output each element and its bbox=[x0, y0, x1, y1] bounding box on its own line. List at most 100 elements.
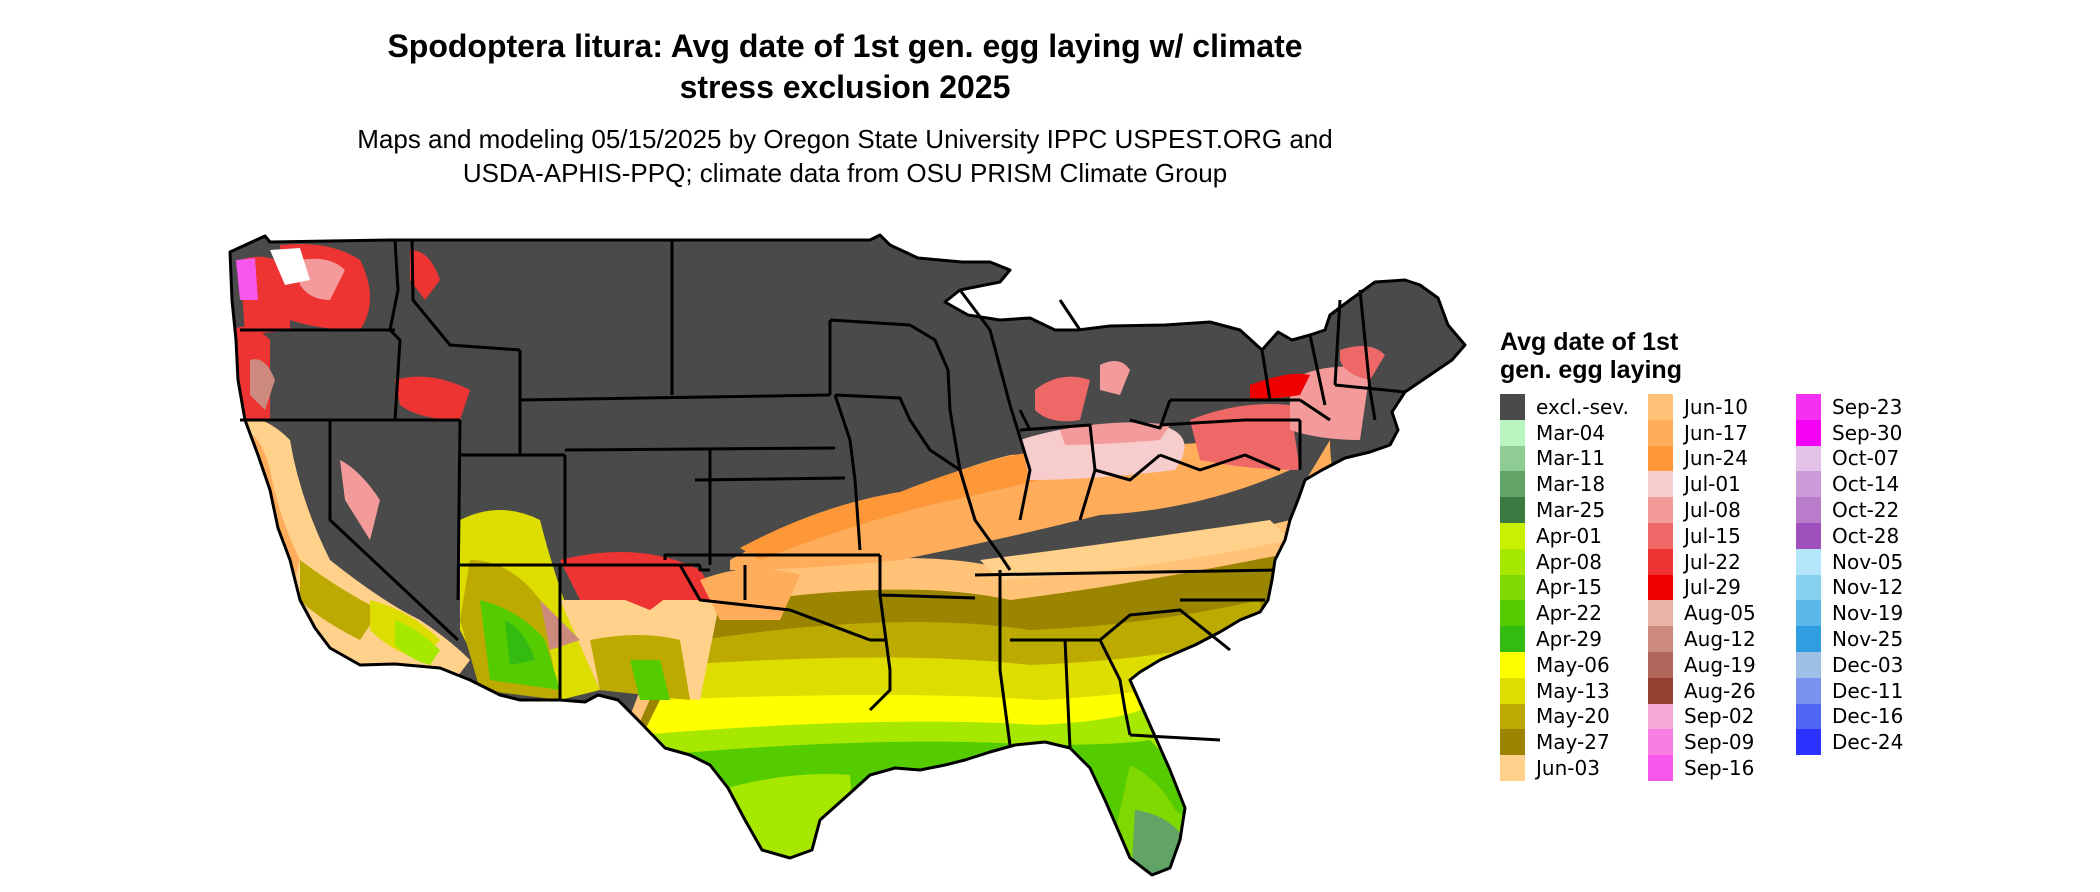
legend-label: Sep-16 bbox=[1684, 756, 1755, 781]
legend-label: Jul-29 bbox=[1684, 575, 1741, 600]
legend-label: Dec-24 bbox=[1832, 730, 1904, 755]
legend-item: Jun-10 bbox=[1648, 394, 1796, 420]
map-title-line-2: stress exclusion 2025 bbox=[679, 69, 1011, 105]
legend-label: Nov-25 bbox=[1832, 627, 1904, 652]
legend-columns: excl.-sev. Mar-04 Mar-11 Mar-18 Mar-25 Apr-01… bbox=[1500, 394, 1944, 781]
legend-label: Oct-07 bbox=[1832, 446, 1900, 471]
legend-swatch bbox=[1796, 522, 1821, 549]
map-subtitle: Maps and modeling 05/15/2025 by Oregon S… bbox=[300, 122, 1390, 190]
legend-label: Sep-02 bbox=[1684, 704, 1755, 729]
legend-label: Jul-22 bbox=[1684, 549, 1741, 574]
legend-swatch bbox=[1500, 445, 1525, 472]
legend-item: Oct-14 bbox=[1796, 471, 1944, 498]
legend-label: Jun-24 bbox=[1684, 446, 1748, 471]
legend-item: Sep-23 bbox=[1796, 394, 1944, 420]
legend-item: Aug-05 bbox=[1648, 600, 1796, 627]
legend-swatch bbox=[1648, 522, 1673, 549]
legend-item: Nov-25 bbox=[1796, 626, 1944, 652]
legend-label: Jul-08 bbox=[1684, 498, 1741, 523]
legend-label: Jun-03 bbox=[1536, 756, 1600, 781]
map-subtitle-line-1: Maps and modeling 05/15/2025 by Oregon S… bbox=[357, 124, 1333, 154]
legend-item: Apr-08 bbox=[1500, 548, 1648, 575]
legend-swatch bbox=[1648, 445, 1673, 472]
legend-swatch bbox=[1796, 574, 1821, 601]
legend-swatch bbox=[1648, 419, 1673, 446]
legend-label: Jun-10 bbox=[1684, 394, 1748, 419]
legend-label: May-06 bbox=[1536, 652, 1610, 677]
legend-swatch bbox=[1500, 703, 1525, 730]
legend-item: Aug-19 bbox=[1648, 651, 1796, 678]
legend-swatch bbox=[1648, 548, 1673, 575]
legend-item: Oct-28 bbox=[1796, 522, 1944, 549]
legend-swatch bbox=[1648, 703, 1673, 730]
legend-label: Oct-14 bbox=[1832, 472, 1900, 497]
legend-label: Dec-16 bbox=[1832, 704, 1904, 729]
legend-label: Apr-22 bbox=[1536, 601, 1602, 626]
legend-swatch bbox=[1648, 394, 1673, 420]
legend-item: Sep-09 bbox=[1648, 729, 1796, 756]
legend-label: Aug-26 bbox=[1684, 678, 1756, 703]
legend-item: Jun-03 bbox=[1500, 755, 1648, 781]
legend-item: Jun-24 bbox=[1648, 445, 1796, 472]
legend-label: Sep-30 bbox=[1832, 420, 1903, 445]
legend: Avg date of 1st gen. egg laying excl.-se… bbox=[1500, 328, 1944, 781]
legend-swatch bbox=[1796, 419, 1821, 446]
map-subtitle-line-2: USDA-APHIS-PPQ; climate data from OSU PR… bbox=[462, 158, 1228, 188]
legend-column: Sep-23 Sep-30 Oct-07 Oct-14 Oct-22 Oct-28 Nov-… bbox=[1796, 394, 1944, 781]
legend-label: Dec-11 bbox=[1832, 678, 1904, 703]
legend-item: Nov-12 bbox=[1796, 574, 1944, 601]
legend-item: May-27 bbox=[1500, 729, 1648, 756]
legend-swatch bbox=[1500, 729, 1525, 756]
legend-title: Avg date of 1st gen. egg laying bbox=[1500, 328, 1740, 384]
legend-swatch bbox=[1796, 548, 1821, 575]
legend-label: May-13 bbox=[1536, 678, 1610, 703]
legend-label: Sep-23 bbox=[1832, 394, 1903, 419]
legend-swatch bbox=[1796, 677, 1821, 704]
legend-label: Apr-15 bbox=[1536, 575, 1602, 600]
legend-item: Oct-07 bbox=[1796, 445, 1944, 472]
legend-item: May-13 bbox=[1500, 677, 1648, 704]
legend-label: Oct-28 bbox=[1832, 523, 1900, 548]
legend-item: Mar-25 bbox=[1500, 497, 1648, 523]
legend-item: May-06 bbox=[1500, 651, 1648, 678]
legend-swatch bbox=[1500, 394, 1525, 420]
legend-item: Dec-11 bbox=[1796, 677, 1944, 704]
map-title-line-1: Spodoptera litura: Avg date of 1st gen. … bbox=[387, 28, 1303, 64]
legend-swatch bbox=[1648, 600, 1673, 627]
legend-label: Jun-17 bbox=[1684, 420, 1748, 445]
legend-swatch bbox=[1796, 471, 1821, 498]
legend-item: May-20 bbox=[1500, 703, 1648, 730]
legend-item: Dec-03 bbox=[1796, 651, 1944, 678]
legend-item: Dec-24 bbox=[1796, 729, 1944, 756]
legend-column: Jun-10 Jun-17 Jun-24 Jul-01 Jul-08 Jul-15 Jul-… bbox=[1648, 394, 1796, 781]
legend-swatch bbox=[1500, 497, 1525, 523]
legend-swatch bbox=[1648, 626, 1673, 652]
legend-swatch bbox=[1796, 600, 1821, 627]
legend-label: May-20 bbox=[1536, 704, 1610, 729]
legend-swatch bbox=[1648, 755, 1673, 781]
legend-item: Apr-29 bbox=[1500, 626, 1648, 652]
legend-item: Mar-11 bbox=[1500, 445, 1648, 472]
legend-label: May-27 bbox=[1536, 730, 1610, 755]
legend-swatch bbox=[1648, 651, 1673, 678]
legend-item: Apr-01 bbox=[1500, 522, 1648, 549]
legend-item: Mar-18 bbox=[1500, 471, 1648, 498]
legend-swatch bbox=[1500, 600, 1525, 627]
legend-swatch bbox=[1796, 651, 1821, 678]
legend-label: Aug-12 bbox=[1684, 627, 1756, 652]
legend-label: Jul-01 bbox=[1684, 472, 1741, 497]
legend-label: Aug-05 bbox=[1684, 601, 1756, 626]
legend-item: Nov-19 bbox=[1796, 600, 1944, 627]
legend-label: Nov-12 bbox=[1832, 575, 1904, 600]
us-egg-laying-map bbox=[228, 233, 1467, 877]
legend-item: Jul-29 bbox=[1648, 574, 1796, 601]
legend-item: Sep-16 bbox=[1648, 755, 1796, 781]
legend-swatch bbox=[1648, 497, 1673, 523]
legend-swatch bbox=[1500, 651, 1525, 678]
legend-swatch bbox=[1648, 677, 1673, 704]
legend-item: Oct-22 bbox=[1796, 497, 1944, 523]
legend-item: Mar-04 bbox=[1500, 419, 1648, 446]
legend-item: Sep-02 bbox=[1648, 703, 1796, 730]
legend-label: excl.-sev. bbox=[1536, 394, 1629, 419]
legend-swatch bbox=[1796, 445, 1821, 472]
